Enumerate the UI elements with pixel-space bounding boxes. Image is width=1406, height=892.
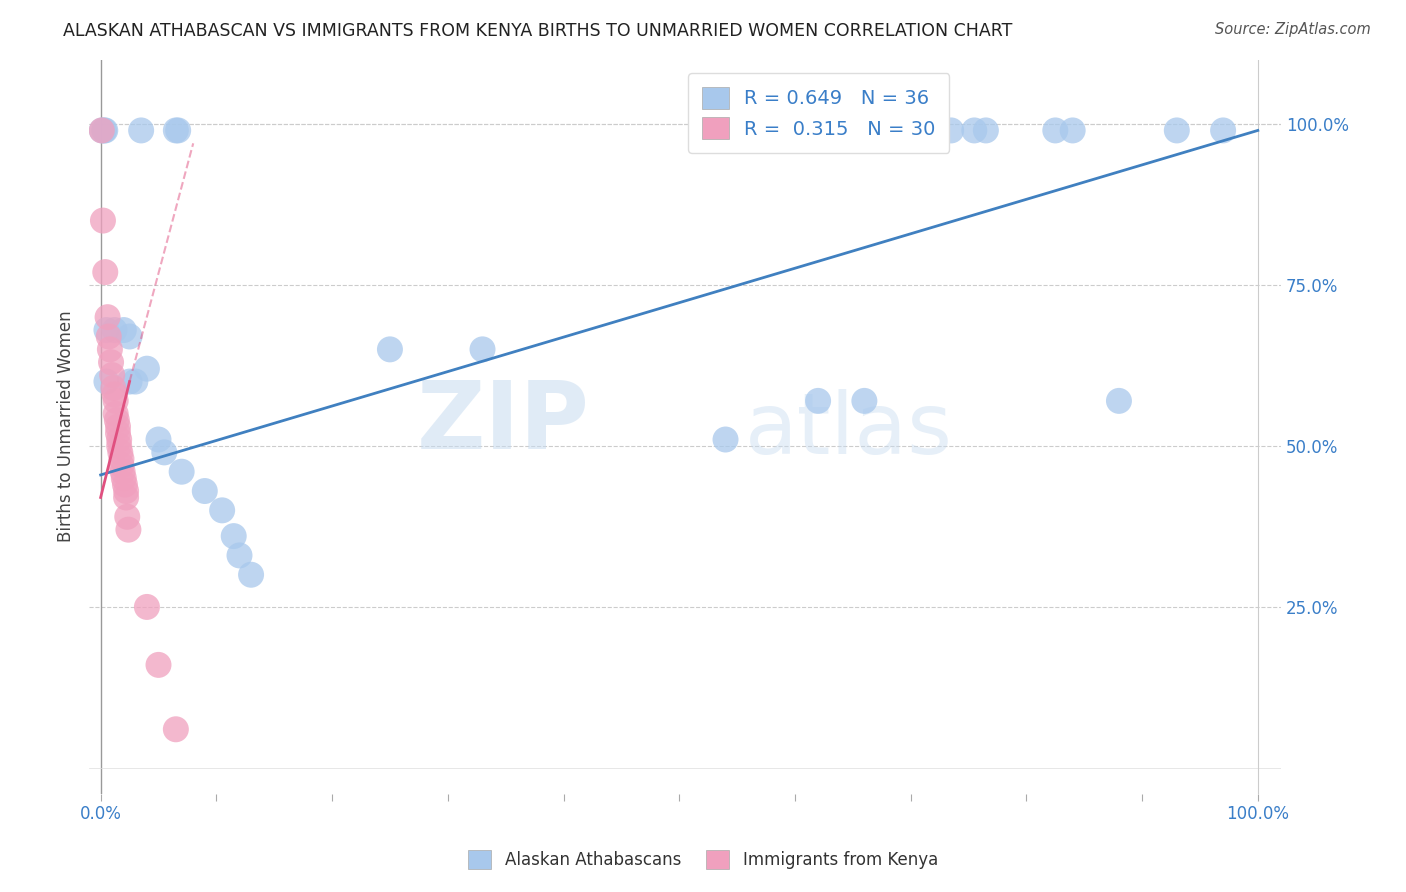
Point [97, 329, 120, 343]
Point [1108, 393, 1130, 408]
Point [107, 426, 129, 441]
Point [110, 445, 132, 459]
Point [240, 567, 263, 582]
Legend: Alaskan Athabascans, Immigrants from Kenya: Alaskan Athabascans, Immigrants from Ken… [458, 840, 948, 880]
Point [911, 123, 934, 137]
Point [170, 465, 193, 479]
Point [94, 123, 117, 137]
Point [115, 483, 138, 498]
Point [112, 471, 135, 485]
Point [118, 329, 141, 343]
Point [97, 310, 120, 325]
Point [1212, 123, 1234, 137]
Point [165, 123, 187, 137]
Point [1045, 123, 1067, 137]
Point [94, 265, 117, 279]
Point [114, 477, 136, 491]
Point [167, 123, 190, 137]
Point [98, 343, 121, 357]
Point [96, 323, 118, 337]
Point [105, 413, 128, 427]
Point [115, 491, 138, 505]
Point [112, 323, 135, 337]
Point [222, 529, 245, 543]
Text: ZIP: ZIP [416, 377, 589, 469]
Point [103, 381, 125, 395]
Point [90, 123, 112, 137]
Point [111, 465, 134, 479]
Text: atlas: atlas [745, 389, 953, 472]
Point [941, 123, 963, 137]
Point [124, 375, 146, 389]
Point [211, 503, 233, 517]
Text: Source: ZipAtlas.com: Source: ZipAtlas.com [1215, 22, 1371, 37]
Y-axis label: Births to Unmarried Women: Births to Unmarried Women [58, 310, 75, 542]
Point [228, 549, 250, 563]
Point [117, 509, 139, 524]
Point [378, 343, 401, 357]
Point [101, 368, 124, 383]
Point [93, 123, 115, 137]
Text: ALASKAN ATHABASCAN VS IMMIGRANTS FROM KENYA BIRTHS TO UNMARRIED WOMEN CORRELATIO: ALASKAN ATHABASCAN VS IMMIGRANTS FROM KE… [63, 22, 1012, 40]
Point [853, 393, 876, 408]
Point [714, 433, 737, 447]
Point [110, 458, 132, 473]
Point [1062, 123, 1084, 137]
Point [148, 433, 170, 447]
Point [1166, 123, 1188, 137]
Point [194, 483, 217, 498]
Point [118, 375, 141, 389]
Point [117, 523, 139, 537]
Point [153, 445, 176, 459]
Point [129, 123, 152, 137]
Point [136, 599, 159, 614]
Point [100, 355, 122, 369]
Point [107, 419, 129, 434]
Point [104, 407, 127, 421]
Point [807, 393, 830, 408]
Point [108, 439, 131, 453]
Point [103, 387, 125, 401]
Point [974, 123, 997, 137]
Point [165, 723, 187, 737]
Point [110, 451, 132, 466]
Point [104, 393, 127, 408]
Point [136, 361, 159, 376]
Point [963, 123, 986, 137]
Point [91, 213, 114, 227]
Point [103, 323, 125, 337]
Point [90, 123, 112, 137]
Point [96, 375, 118, 389]
Point [108, 433, 131, 447]
Point [471, 343, 494, 357]
Legend: R = 0.649   N = 36, R =  0.315   N = 30: R = 0.649 N = 36, R = 0.315 N = 30 [688, 73, 949, 153]
Point [148, 657, 170, 672]
